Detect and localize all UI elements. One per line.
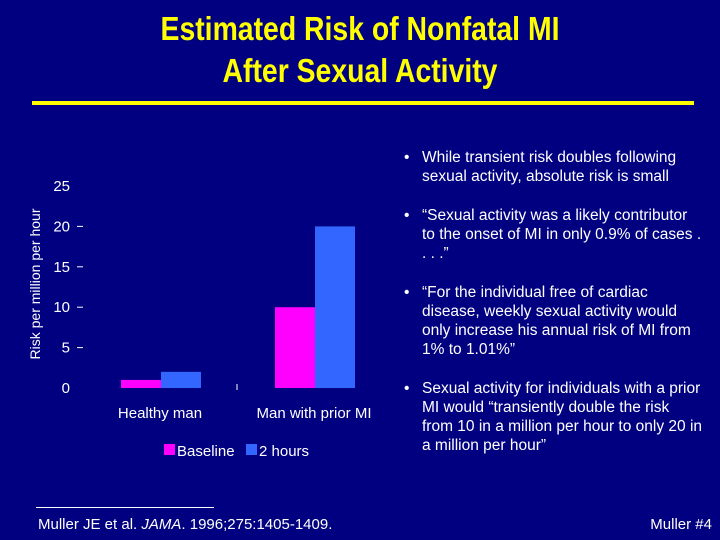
y-axis-label: Risk per million per hour xyxy=(27,208,43,359)
slide-title: Estimated Risk of Nonfatal MI After Sexu… xyxy=(50,8,669,92)
bar-two-hours xyxy=(315,226,355,388)
bullet-list: While transient risk doubles following s… xyxy=(402,148,702,475)
y-tick-label: 15 xyxy=(53,259,70,276)
bar-baseline xyxy=(121,379,161,388)
bullet-item: “For the individual free of cardiac dise… xyxy=(402,283,702,359)
bullet-item: Sexual activity for individuals with a p… xyxy=(402,379,702,455)
citation-journal: JAMA xyxy=(141,516,182,533)
y-tick-label: 0 xyxy=(62,380,70,397)
citation: Muller JE et al. JAMA. 1996;275:1405-140… xyxy=(38,516,332,533)
y-tick-label: 20 xyxy=(53,218,70,235)
legend-swatch xyxy=(164,444,175,455)
legend-swatch xyxy=(246,444,257,455)
title-line-1: Estimated Risk of Nonfatal MI xyxy=(160,10,560,47)
bullet-item: While transient risk doubles following s… xyxy=(402,148,702,186)
x-tick-label: Healthy man xyxy=(118,405,202,422)
bar-baseline xyxy=(275,307,315,388)
title-line-2: After Sexual Activity xyxy=(222,52,498,89)
legend-label: 2 hours xyxy=(259,443,309,460)
title-divider xyxy=(32,101,694,105)
bar-two-hours xyxy=(161,371,201,388)
citation-prefix: Muller JE et al. xyxy=(38,516,142,533)
y-tick-label: 10 xyxy=(53,299,70,316)
legend-label: Baseline xyxy=(177,443,235,460)
y-tick-label: 25 xyxy=(53,178,70,195)
bullet-item: “Sexual activity was a likely contributo… xyxy=(402,206,702,263)
footnote-divider xyxy=(36,507,214,508)
citation-suffix: . 1996;275:1405-1409. xyxy=(181,516,333,533)
y-tick-label: 5 xyxy=(62,340,70,357)
bar-chart: 0 5 10 15 20 25 Risk per million per hour Healt… xyxy=(27,178,372,460)
x-tick-label: Man with prior MI xyxy=(256,405,371,422)
slide-number: Muller #4 xyxy=(650,516,712,533)
